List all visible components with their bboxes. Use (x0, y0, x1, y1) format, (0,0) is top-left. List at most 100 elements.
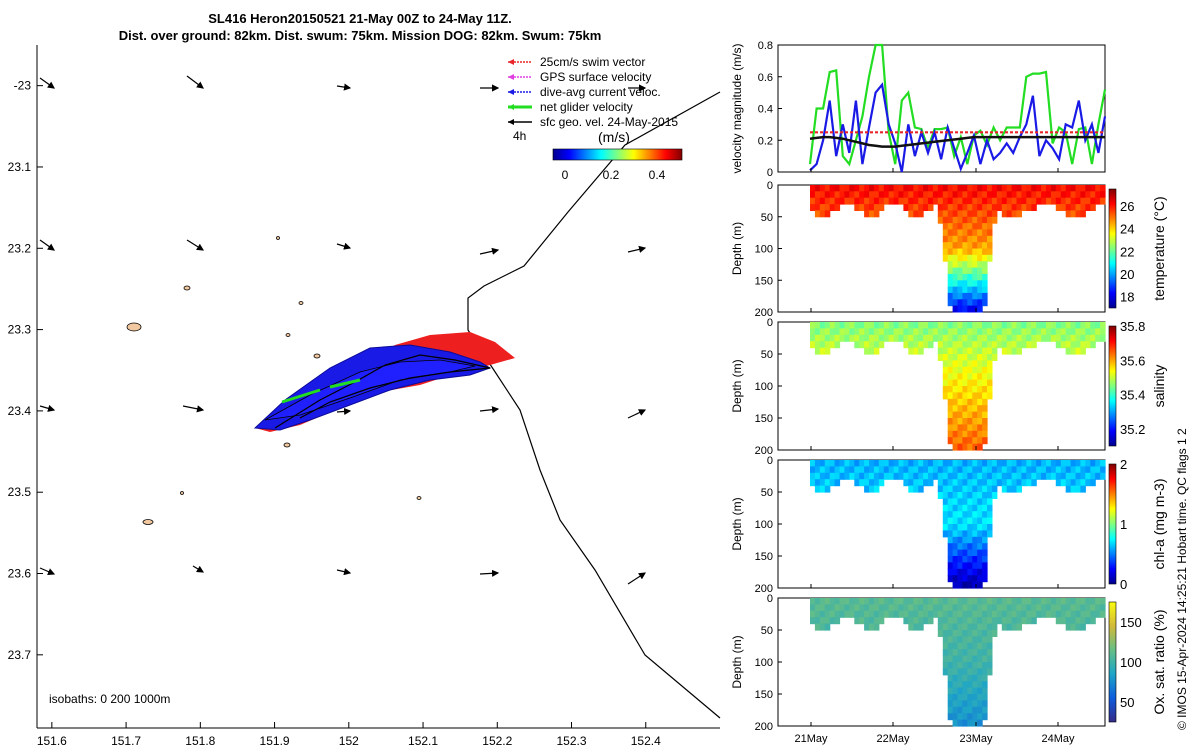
section-cell (918, 623, 924, 631)
section-cell (829, 322, 836, 329)
section-cell (1085, 604, 1091, 612)
section-cell (1001, 347, 1008, 355)
section-cell (873, 472, 880, 480)
section-cell (967, 354, 973, 361)
section-cell (898, 598, 904, 605)
section-cell (1021, 191, 1027, 199)
section-cell (967, 197, 973, 205)
section-cell (952, 398, 959, 406)
section-cell (814, 185, 821, 192)
section-cell (972, 405, 978, 413)
section-cell (1100, 328, 1106, 336)
section-cell (972, 655, 978, 663)
section-cell (977, 687, 983, 695)
section-cell (873, 191, 880, 199)
section-cell (982, 322, 988, 329)
section-cell (947, 536, 954, 544)
section-cell (864, 604, 870, 612)
section-cell (878, 617, 885, 625)
section-cell (947, 636, 954, 644)
section-cell (962, 328, 968, 336)
section-cell (1070, 610, 1077, 618)
section-cell (957, 386, 963, 393)
section-cell (1050, 191, 1057, 199)
section-cell (982, 354, 988, 361)
colorbar-unit: (m/s) (598, 129, 630, 145)
section-cell (1050, 598, 1057, 605)
section-cell (810, 460, 816, 467)
section-cell (942, 191, 949, 199)
section-cell (991, 216, 998, 224)
section-cell (957, 216, 963, 224)
section-cell (1031, 598, 1037, 605)
section-cell (1046, 460, 1052, 467)
section-cell (972, 273, 978, 281)
section-cell (972, 204, 978, 211)
section-cell (1001, 191, 1008, 199)
section-cell (957, 598, 963, 605)
depth-tick-label: 0 (767, 317, 773, 329)
section-cell (957, 485, 963, 493)
section-cell (1036, 328, 1042, 336)
section-cell (952, 694, 959, 701)
section-cell (962, 411, 968, 419)
section-cell (814, 328, 821, 336)
section-cell (913, 334, 919, 342)
section-cell (869, 197, 875, 205)
section-cell (962, 649, 968, 657)
section-colorbar (1108, 188, 1117, 309)
section-cell (972, 379, 978, 387)
colorbar-label: temperature (°C) (1151, 196, 1167, 300)
section-cell (908, 604, 914, 612)
colorbar-tick-label: 35.4 (1120, 388, 1145, 403)
section-cell (913, 623, 919, 631)
section-cell (1001, 485, 1008, 493)
section-cell (962, 223, 968, 230)
section-cell (888, 466, 895, 474)
section-cell (1090, 617, 1096, 625)
section-cell (957, 630, 963, 637)
section-cell (957, 700, 963, 708)
section-cell (1021, 466, 1027, 474)
section-cell (844, 472, 850, 480)
section-cell (972, 341, 978, 349)
section-cell (1046, 328, 1052, 336)
section-cell (1055, 328, 1062, 336)
section-cell (854, 197, 860, 205)
section-cell (991, 485, 998, 493)
geo-velocity-arrow (479, 406, 500, 414)
section-cell (824, 460, 831, 467)
section-cell (849, 472, 855, 480)
section-cell (977, 549, 983, 557)
section-cell (1075, 604, 1081, 612)
section-cell (1080, 604, 1086, 612)
section-cell (1041, 197, 1047, 205)
velocity-y-label: velocity magnitude (m/s) (730, 43, 744, 173)
section-cell (869, 185, 875, 192)
section-cell (937, 354, 944, 361)
section-cell (1001, 466, 1008, 474)
section-cell (1095, 610, 1101, 618)
section-cell (996, 334, 1003, 342)
velocity-y-tick-label: 0.6 (758, 72, 773, 84)
section-cell (844, 185, 850, 192)
section-cell (962, 536, 968, 544)
section-cell (1041, 604, 1047, 612)
section-cell (982, 210, 988, 218)
section-cell (1090, 197, 1096, 205)
section-cell (819, 617, 826, 625)
section-cell (957, 524, 963, 531)
section-cell (923, 479, 929, 487)
section-cell (952, 636, 959, 644)
section-cell (1021, 610, 1027, 618)
section-cell (977, 360, 983, 368)
section-cell (824, 466, 831, 474)
section-cell (903, 479, 909, 487)
section-cell (1075, 204, 1081, 211)
section-cell (1100, 334, 1106, 342)
coastline (467, 91, 721, 719)
section-cell (982, 379, 988, 387)
section-cell (1026, 197, 1032, 205)
section-cell (898, 466, 904, 474)
section-cell (977, 347, 983, 355)
